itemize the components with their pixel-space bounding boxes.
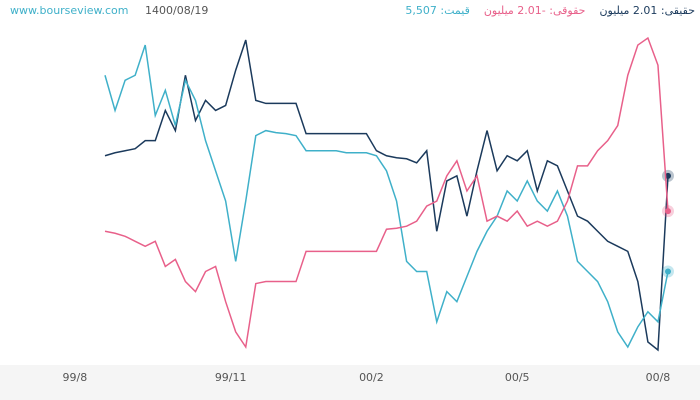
x-tick-label: 00/8 (646, 371, 671, 384)
site-link[interactable]: www.bourseview.com (10, 4, 129, 17)
series-line (104, 36, 669, 349)
x-tick-label: 99/8 (62, 371, 87, 384)
legend: حقیقی: 2.01 میلیون حقوقی: -2.01 میلیون قیم… (405, 4, 695, 17)
series-line (104, 44, 669, 349)
legend-entry: حقیقی: 2.01 میلیون (599, 4, 695, 17)
legend-entry: قیمت: 5,507 (405, 4, 469, 17)
series-line (104, 39, 669, 352)
x-axis-band (0, 365, 700, 400)
end-point (665, 268, 671, 275)
legend-entry: حقوقی: -2.01 میلیون (484, 4, 586, 17)
x-tick-label: 99/11 (215, 371, 247, 384)
end-point (665, 208, 671, 215)
date: 1400/08/19 (145, 4, 208, 17)
x-tick-label: 00/2 (359, 371, 384, 384)
end-point (665, 172, 671, 179)
x-tick-label: 00/5 (505, 371, 530, 384)
